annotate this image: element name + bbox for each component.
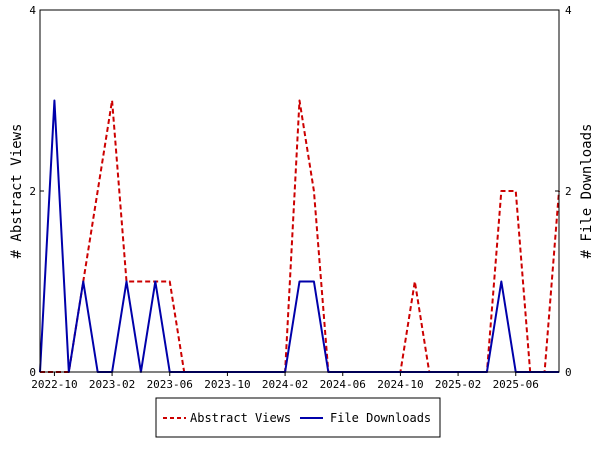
x-tick-label: 2022-10 xyxy=(31,378,77,391)
y-right-tick-label: 4 xyxy=(565,4,572,17)
legend-label-abstract-views: Abstract Views xyxy=(190,411,291,425)
x-tick-label: 2023-02 xyxy=(89,378,135,391)
y-left-tick-label: 4 xyxy=(29,4,36,17)
x-tick-label: 2025-06 xyxy=(493,378,539,391)
y-axis-left-title: # Abstract Views xyxy=(9,124,25,259)
y-right-tick-label: 0 xyxy=(565,366,572,379)
x-tick-label: 2024-10 xyxy=(377,378,423,391)
legend: Abstract Views File Downloads xyxy=(155,397,441,438)
y-left-tick-label: 0 xyxy=(29,366,36,379)
x-tick-label: 2025-02 xyxy=(435,378,481,391)
x-tick-label: 2023-06 xyxy=(147,378,193,391)
x-tick-label: 2023-10 xyxy=(204,378,250,391)
x-tick-label: 2024-06 xyxy=(320,378,366,391)
ticks-layer: 2022-10 2023-02 2023-06 2023-10 2024-02 2024-… xyxy=(29,4,572,391)
legend-box xyxy=(155,397,441,438)
legend-label-file-downloads: File Downloads xyxy=(330,411,431,425)
x-tick-label: 2024-02 xyxy=(262,378,308,391)
y-left-tick-label: 2 xyxy=(29,185,36,198)
y-right-tick-label: 2 xyxy=(565,185,572,198)
y-axis-right-title: # File Downloads xyxy=(579,124,595,259)
